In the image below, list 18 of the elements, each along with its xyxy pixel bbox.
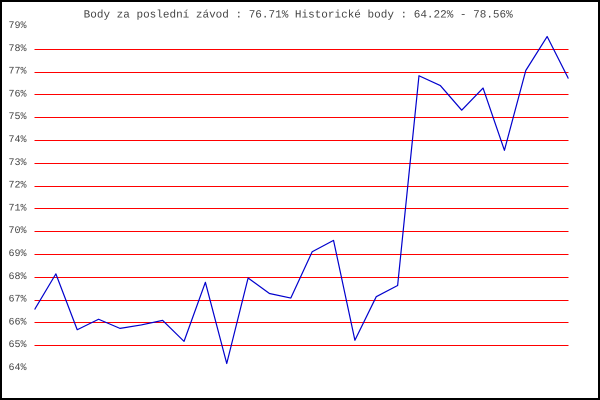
y-tick-label: 70% xyxy=(8,226,27,238)
line-series xyxy=(34,36,568,364)
y-tick-label: 79% xyxy=(8,21,27,32)
y-tick-label: 66% xyxy=(8,317,27,328)
chart-title: Body za poslední závod : 76.71% Historické body : 64.22% - 78.56% xyxy=(84,10,514,22)
y-tick-label: 68% xyxy=(8,272,27,283)
y-tick-label: 77% xyxy=(8,66,27,78)
y-tick-label: 74% xyxy=(8,135,27,146)
y-tick-label: 76% xyxy=(8,89,27,100)
y-tick-label: 72% xyxy=(8,180,27,192)
y-tick-label: 64% xyxy=(8,363,27,374)
y-tick-label: 78% xyxy=(8,44,27,55)
y-tick-label: 67% xyxy=(8,294,27,306)
y-tick-label: 65% xyxy=(8,340,27,352)
y-tick-label: 75% xyxy=(8,112,27,124)
y-tick-label: 71% xyxy=(8,203,27,214)
y-tick-label: 69% xyxy=(8,249,27,260)
y-tick-label: 73% xyxy=(8,158,27,169)
